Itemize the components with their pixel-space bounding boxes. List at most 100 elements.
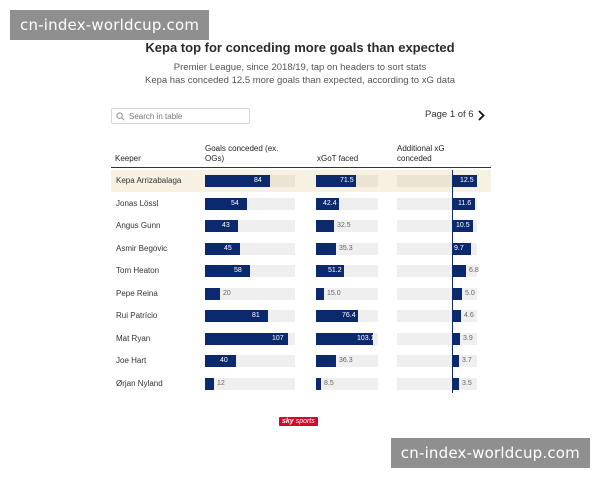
- column-header-goals-conceded[interactable]: Goals conceded (ex. OGs): [205, 144, 305, 164]
- page-indicator: Page 1 of 6: [425, 109, 474, 120]
- table-row: Rui Patrício 81 76.4 4.6: [111, 305, 491, 327]
- addxg-bar: [452, 377, 459, 390]
- keeper-name: Jonas Lössl: [116, 198, 159, 208]
- table-row: Pepe Reina 20 15.0 5.0: [111, 283, 491, 305]
- keeper-name: Mat Ryan: [116, 333, 151, 343]
- goals-value: 54: [231, 199, 239, 207]
- goals-value: 20: [223, 289, 231, 297]
- xgot-bar: [316, 242, 336, 255]
- next-page-button[interactable]: [476, 108, 486, 122]
- addxg-value: 4.6: [464, 312, 474, 319]
- xgot-bar: [316, 265, 344, 277]
- keeper-name: Kepa Arrizabalaga: [116, 176, 182, 185]
- header-divider: [111, 167, 491, 168]
- addxg-value: 3.9: [463, 334, 473, 342]
- table-row: Kepa Arrizabalaga 84 71.5 12.5: [111, 170, 491, 192]
- goals-bar: [205, 265, 250, 277]
- table-row: Asmir Begovic 45 35.3 9.7: [111, 238, 491, 260]
- xgot-track: 42.4: [316, 197, 378, 210]
- addxg-bar: [452, 175, 477, 187]
- goals-header-line-1: Goals conceded (ex.: [205, 144, 279, 153]
- addxg-bar: [452, 355, 459, 367]
- goals-value: 40: [220, 357, 228, 364]
- addxg-header-line-2: conceded: [397, 154, 432, 163]
- keeper-name: Rui Patrício: [116, 311, 158, 320]
- goals-bar: [205, 310, 268, 322]
- table-row: Tom Heaton 58 51.2 6.8: [111, 260, 491, 282]
- xgot-bar: [316, 220, 334, 232]
- goals-bar: [205, 377, 214, 390]
- xgot-bar: [316, 310, 358, 322]
- subtitle-line-2: Kepa has conceded 12.5 more goals than e…: [144, 75, 455, 86]
- logo-text-sports: sports: [295, 418, 315, 425]
- goals-bar: [205, 332, 288, 345]
- page-title: Kepa top for conceding more goals than e…: [145, 40, 455, 55]
- xgot-track: 71.5: [316, 175, 378, 187]
- xgot-value: 35.3: [339, 244, 353, 252]
- addxg-track: 3.7: [397, 355, 477, 367]
- search-input[interactable]: Search in table: [111, 108, 250, 124]
- goals-value: 58: [234, 267, 242, 274]
- xgot-track: 15.0: [316, 287, 378, 300]
- addxg-track: 4.6: [397, 310, 477, 322]
- addxg-value: 3.5: [462, 379, 472, 387]
- goals-track: 84: [205, 175, 295, 187]
- xgot-bar: [316, 197, 339, 210]
- addxg-track: 3.5: [397, 377, 477, 390]
- goals-track: 45: [205, 242, 295, 255]
- addxg-track: 5.0: [397, 287, 477, 300]
- xgot-track: 36.3: [316, 355, 378, 367]
- logo-text-sky: sky: [282, 418, 294, 425]
- xgot-track: 51.2: [316, 265, 378, 277]
- addxg-bar: [452, 332, 460, 345]
- search-placeholder: Search in table: [129, 111, 183, 121]
- addxg-track: 6.8: [397, 265, 479, 277]
- addxg-track: 10.5: [397, 220, 477, 232]
- chevron-right-icon: [477, 109, 485, 121]
- addxg-track: 3.9: [397, 332, 477, 345]
- goals-track: 54: [205, 197, 295, 210]
- goals-value: 107: [272, 334, 284, 342]
- goals-bar: [205, 197, 247, 210]
- table-row: Angus Gunn 43 32.5 10.5: [111, 215, 491, 237]
- search-icon: [116, 111, 125, 120]
- xgot-bar: [316, 377, 321, 390]
- addxg-value: 5.0: [465, 289, 475, 297]
- addxg-header-line-1: Additional xG: [397, 144, 445, 153]
- addxg-bar: [452, 265, 466, 277]
- goals-value: 12: [217, 379, 225, 387]
- keeper-name: Tom Heaton: [116, 266, 160, 275]
- additional-xg-axis-line: [452, 170, 453, 393]
- xgot-value: 42.4: [323, 199, 337, 207]
- column-header-keeper[interactable]: Keeper: [115, 154, 141, 163]
- watermark-bottom: cn-index-worldcup.com: [390, 438, 590, 468]
- goals-bar: [205, 355, 236, 367]
- goals-bar: [205, 242, 240, 255]
- addxg-value: 9.7: [454, 244, 464, 252]
- xgot-bar: [316, 355, 336, 367]
- addxg-track: 12.5: [397, 175, 477, 187]
- xgot-value: 103.1: [357, 334, 375, 342]
- xgot-track: 35.3: [316, 242, 378, 255]
- goals-track: 20: [205, 287, 295, 300]
- goals-bar: [205, 220, 238, 232]
- xgot-value: 36.3: [339, 357, 353, 364]
- column-header-additional-xg[interactable]: Additional xG conceded: [397, 144, 477, 164]
- addxg-track: 9.7: [397, 242, 477, 255]
- addxg-value: 10.5: [456, 222, 470, 229]
- table-row: Joe Hart 40 36.3 3.7: [111, 350, 491, 372]
- goals-bar: [205, 287, 220, 300]
- addxg-bar: [452, 287, 462, 300]
- xgot-track: 76.4: [316, 310, 378, 322]
- goals-bar: [205, 175, 270, 187]
- table-row: Mat Ryan 107 103.1 3.9: [111, 328, 491, 350]
- column-header-xgot-faced[interactable]: xGoT faced: [317, 154, 359, 163]
- subtitle-line-1: Premier League, since 2018/19, tap on he…: [173, 62, 427, 73]
- goals-track: 12: [205, 377, 295, 390]
- table-row: Ørjan Nyland 12 8.5 3.5: [111, 373, 491, 395]
- goals-track: 43: [205, 220, 295, 232]
- keeper-name: Pepe Reina: [116, 288, 158, 298]
- addxg-bar: [452, 220, 473, 232]
- sky-sports-logo: sky sports: [279, 417, 318, 426]
- goals-value: 81: [252, 312, 260, 319]
